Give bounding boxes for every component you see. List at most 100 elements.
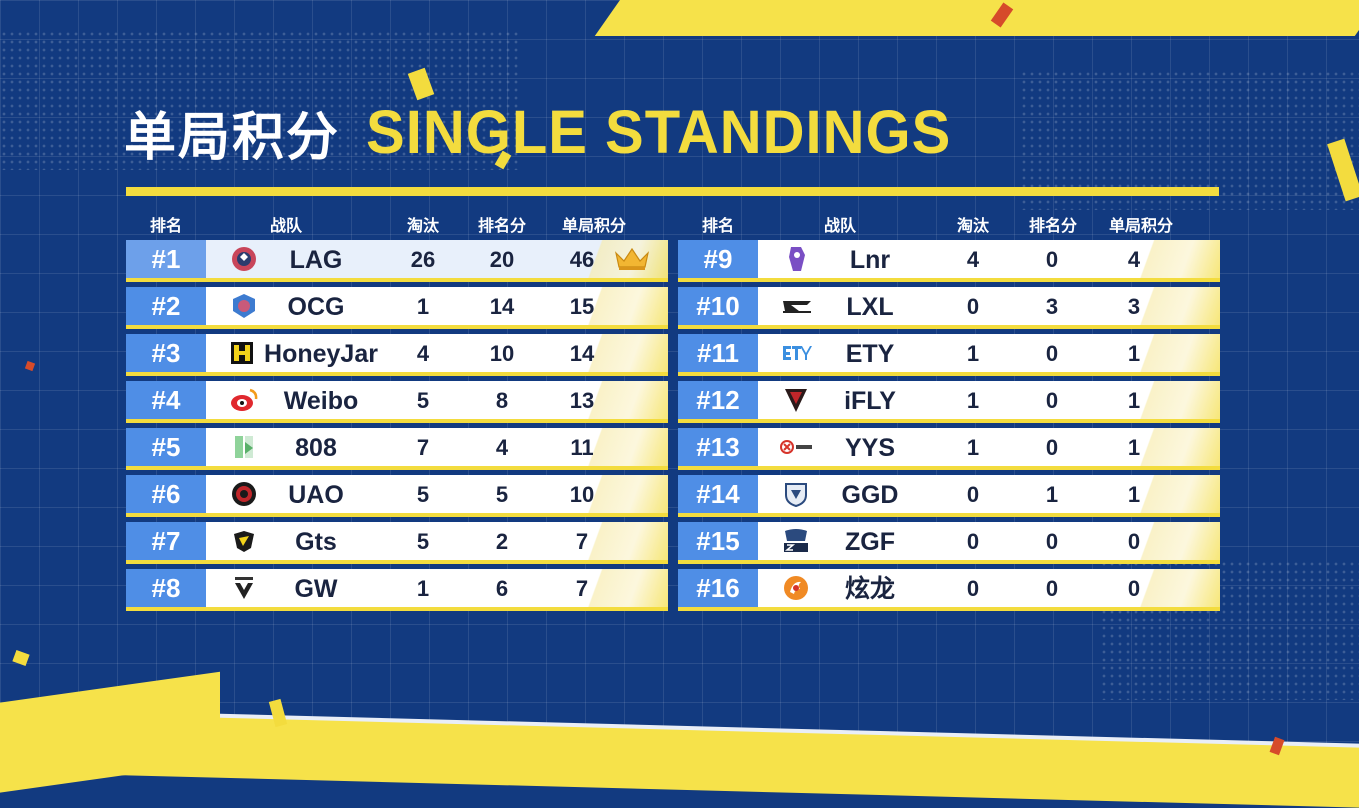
row-rank: #1 [126, 240, 206, 278]
left-table-header: 排名 战队 淘汰 排名分 单局积分 [126, 212, 668, 236]
header-eliminations: 淘汰 [406, 216, 439, 235]
table-row: #10 LXL 0 3 3 [678, 287, 1220, 329]
total-points: 7 [575, 576, 589, 601]
total-points: 3 [1127, 294, 1141, 319]
team-name: Weibo [283, 387, 359, 415]
row-rank: #9 [678, 240, 758, 278]
team-name: LAG [289, 246, 343, 274]
table-row: #12 iFLY 1 0 1 [678, 381, 1220, 423]
header-total-points: 单局积分 [1108, 216, 1173, 235]
total-points: 13 [569, 388, 595, 413]
team-logo-icon [782, 386, 810, 414]
header-placement-points: 排名分 [1028, 216, 1077, 235]
eliminations: 0 [966, 294, 980, 319]
total-points: 10 [569, 482, 595, 507]
row-rank: #14 [678, 475, 758, 513]
table-row: #5 808 7 4 11 [126, 428, 668, 470]
team-logo-icon [228, 339, 256, 367]
team-logo-icon [230, 292, 258, 320]
team-name: Gts [295, 528, 337, 556]
eliminations: 0 [966, 576, 980, 601]
team-name: 808 [295, 434, 337, 462]
total-points: 7 [575, 529, 589, 554]
total-points: 1 [1127, 435, 1141, 460]
eliminations: 4 [966, 247, 980, 272]
right-table-header: 排名 战队 淘汰 排名分 单局积分 [678, 212, 1220, 236]
team-name: iFLY [844, 387, 896, 415]
team-name: HoneyJar [264, 340, 378, 368]
row-rank: #13 [678, 428, 758, 466]
eliminations: 1 [966, 435, 980, 460]
placement-points: 0 [1045, 388, 1059, 413]
header-team: 战队 [823, 216, 856, 235]
title-chinese: 单局积分 [124, 108, 341, 167]
placement-points: 4 [495, 435, 509, 460]
team-name: GGD [841, 481, 899, 509]
eliminations: 5 [416, 482, 430, 507]
table-row: #16 炫龙 0 0 0 [678, 569, 1220, 611]
total-points: 1 [1127, 482, 1141, 507]
header-team: 战队 [269, 216, 302, 235]
team-logo-icon [230, 527, 258, 555]
total-points: 4 [1127, 247, 1141, 272]
table-row: #2 OCG 1 14 15 [126, 287, 668, 329]
eliminations: 5 [416, 388, 430, 413]
team-name: ETY [845, 340, 895, 368]
table-row: #7 Gts 5 2 7 [126, 522, 668, 564]
team-name: ZGF [845, 528, 895, 556]
team-logo-icon [230, 433, 258, 461]
team-logo-icon [230, 245, 258, 273]
placement-points: 20 [489, 247, 515, 272]
eliminations: 0 [966, 529, 980, 554]
total-points: 1 [1127, 388, 1141, 413]
header-rank: 排名 [701, 216, 734, 235]
row-rank: #10 [678, 287, 758, 325]
eliminations: 5 [416, 529, 430, 554]
placement-points: 0 [1045, 576, 1059, 601]
table-row: #6 UAO 5 5 10 [126, 475, 668, 517]
table-row: #9 Lnr 4 0 4 [678, 240, 1220, 282]
table-row: #4 Weibo 5 8 13 [126, 381, 668, 423]
row-rank: #16 [678, 569, 758, 607]
header-rank: 排名 [149, 216, 182, 235]
team-name: UAO [288, 481, 344, 509]
row-rank: #3 [126, 334, 206, 372]
row-rank: #8 [126, 569, 206, 607]
table-row: #14 GGD 0 1 1 [678, 475, 1220, 517]
row-rank: #11 [678, 334, 758, 372]
team-logo-icon [780, 527, 812, 555]
row-rank: #12 [678, 381, 758, 419]
total-points: 46 [569, 247, 595, 272]
placement-points: 6 [495, 576, 509, 601]
table-row: #15 ZGF 0 0 0 [678, 522, 1220, 564]
total-points: 0 [1127, 529, 1141, 554]
row-rank: #2 [126, 287, 206, 325]
total-points: 14 [569, 341, 595, 366]
team-logo-icon [230, 574, 258, 602]
team-name: Lnr [849, 246, 891, 274]
eliminations: 1 [416, 576, 430, 601]
header-eliminations: 淘汰 [956, 216, 989, 235]
team-logo-icon [782, 245, 810, 273]
placement-points: 2 [495, 529, 509, 554]
placement-points: 0 [1045, 529, 1059, 554]
table-row: #11 ETY 1 0 1 [678, 334, 1220, 376]
placement-points: 8 [495, 388, 509, 413]
background-dots [0, 30, 520, 170]
team-logo-icon [230, 386, 258, 414]
eliminations: 1 [966, 341, 980, 366]
team-logo-icon [782, 480, 810, 508]
title-english: SINGLE STANDINGS [366, 97, 952, 167]
row-rank: #4 [126, 381, 206, 419]
eliminations: 1 [416, 294, 430, 319]
placement-points: 0 [1045, 435, 1059, 460]
team-logo-icon [782, 574, 810, 602]
background-dots [1020, 70, 1359, 210]
placement-points: 1 [1045, 482, 1059, 507]
total-points: 15 [569, 294, 595, 319]
table-row: #8 GW 1 6 7 [126, 569, 668, 611]
total-points: 0 [1127, 576, 1141, 601]
eliminations: 0 [966, 482, 980, 507]
eliminations: 1 [966, 388, 980, 413]
team-name: YYS [844, 434, 896, 462]
